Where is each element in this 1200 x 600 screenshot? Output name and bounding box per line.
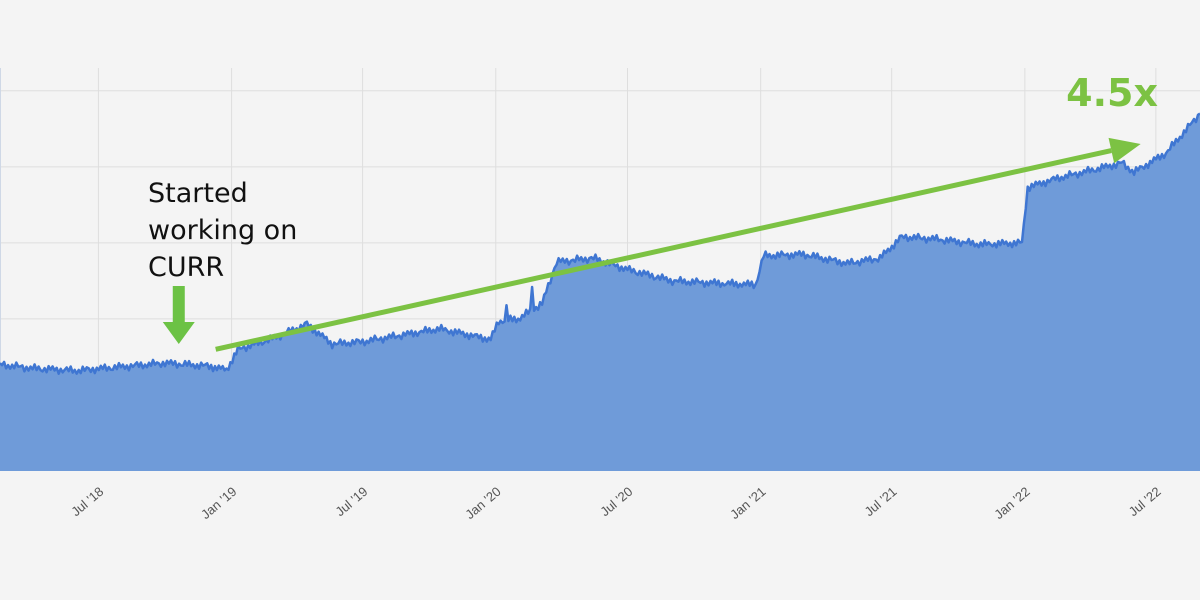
x-tick-label-7: Jan '22 bbox=[991, 484, 1032, 522]
annotation-line-2: CURR bbox=[148, 252, 224, 283]
x-tick-label-2: Jul '19 bbox=[332, 484, 370, 519]
started-working-annotation: Started working on CURR bbox=[148, 178, 297, 344]
annotation-line-0: Started bbox=[148, 178, 248, 209]
growth-multiplier-label: 4.5x bbox=[1066, 71, 1158, 115]
x-tick-label-6: Jul '21 bbox=[861, 484, 899, 519]
annotation-layer: Started working on CURR 4.5x bbox=[148, 71, 1158, 352]
area-layer bbox=[0, 112, 1200, 471]
down-arrow-icon bbox=[162, 286, 195, 344]
series-area-0 bbox=[0, 113, 1200, 471]
annotation-line-1: working on bbox=[148, 215, 297, 246]
x-tick-label-3: Jan '20 bbox=[462, 484, 503, 522]
x-tick-label-4: Jul '20 bbox=[597, 484, 635, 519]
x-tick-label-8: Jul '22 bbox=[1126, 484, 1164, 519]
x-tick-label-0: Jul '18 bbox=[68, 484, 106, 519]
trend-arrow-line bbox=[215, 148, 1112, 352]
x-tick-label-5: Jan '21 bbox=[727, 484, 768, 522]
series-line-0 bbox=[0, 112, 1200, 375]
x-axis-ticks: Jul '18 Jan '19 Jul '19 Jan '20 Jul '20 Jan '… bbox=[68, 484, 1164, 522]
x-tick-label-1: Jan '19 bbox=[198, 484, 239, 522]
trend-arrowhead-icon bbox=[1108, 137, 1141, 164]
